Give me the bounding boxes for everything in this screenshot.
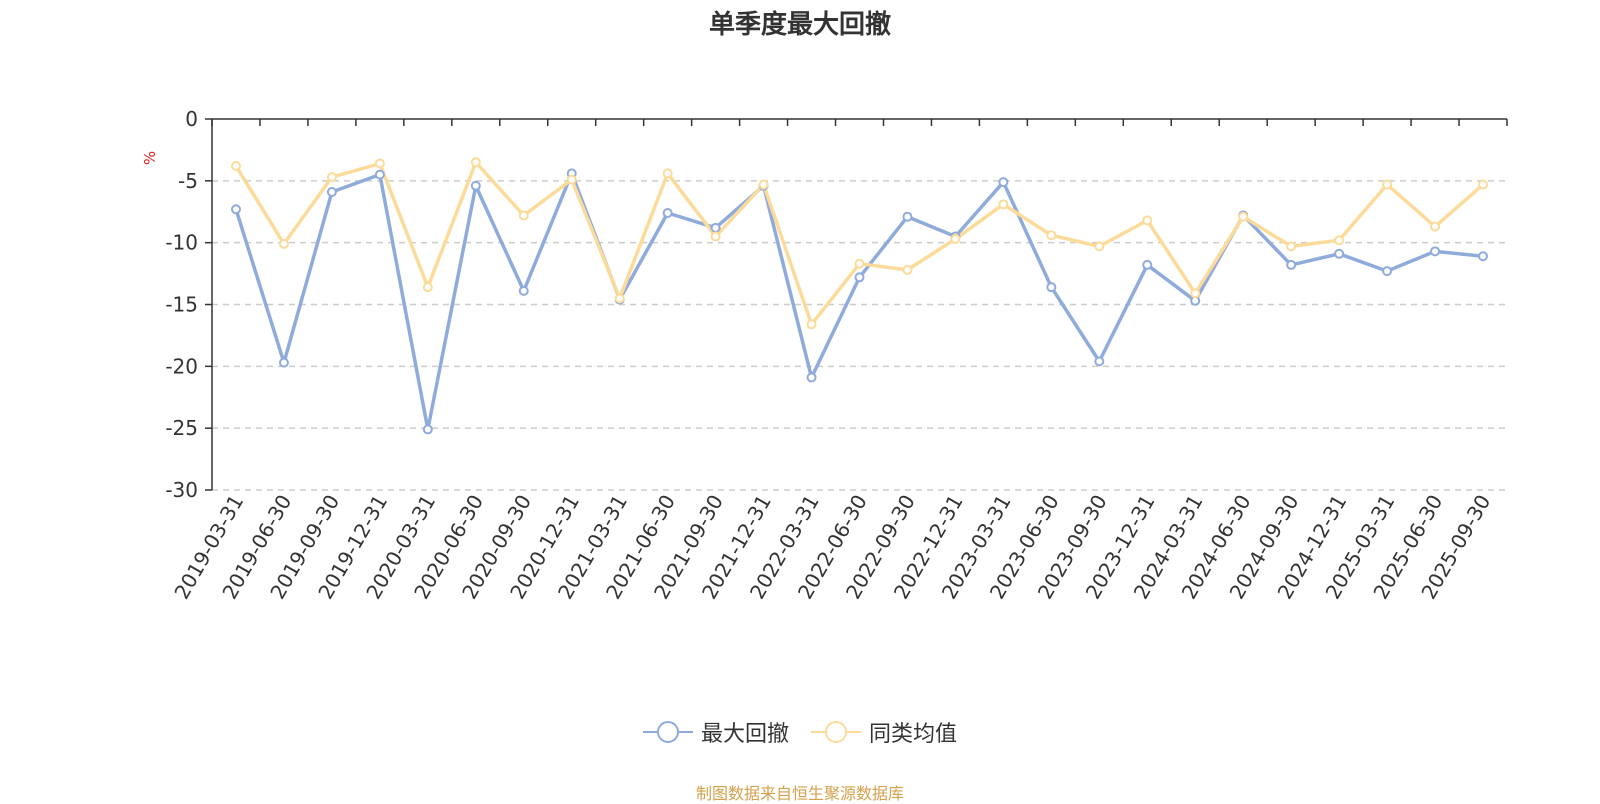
data-point xyxy=(1382,179,1393,190)
data-point xyxy=(998,199,1009,210)
data-point xyxy=(1046,282,1057,293)
data-point xyxy=(470,180,481,191)
data-point xyxy=(1190,288,1201,299)
legend-label: 最大回撤 xyxy=(700,722,789,747)
data-point xyxy=(902,211,913,222)
y-tick-label: -30 xyxy=(165,478,198,502)
data-point xyxy=(278,357,289,368)
data-point xyxy=(1334,248,1345,259)
data-point xyxy=(758,179,769,190)
data-point xyxy=(902,264,913,275)
data-point xyxy=(1142,259,1153,270)
legend: 最大回撤 同类均值 xyxy=(0,716,1600,748)
data-point xyxy=(1046,230,1057,241)
y-tick-label: -15 xyxy=(165,293,198,317)
legend-marker-icon xyxy=(642,721,693,743)
y-tick-label: -5 xyxy=(178,169,198,193)
data-point xyxy=(518,285,529,296)
series-line xyxy=(234,171,1484,432)
data-point xyxy=(806,372,817,383)
data-point xyxy=(662,168,673,179)
data-point xyxy=(854,272,865,283)
y-tick-label: -20 xyxy=(165,354,198,378)
legend-circle xyxy=(656,721,679,743)
data-point xyxy=(1430,246,1441,257)
data-point xyxy=(806,319,817,330)
data-point xyxy=(1334,235,1345,246)
y-tick-label: -25 xyxy=(165,416,198,440)
legend-item[interactable]: 同类均值 xyxy=(811,716,957,748)
data-point xyxy=(1094,241,1105,252)
data-point xyxy=(230,204,241,215)
data-point xyxy=(1478,179,1489,190)
data-point xyxy=(374,158,385,169)
y-tick-label: 0 xyxy=(185,107,198,131)
y-axis-label: % xyxy=(141,151,159,165)
data-point xyxy=(854,258,865,269)
data-point xyxy=(1286,259,1297,270)
data-point xyxy=(1094,356,1105,367)
chart-title: 单季度最大回撤 xyxy=(708,10,891,40)
data-point xyxy=(1478,251,1489,262)
data-point xyxy=(374,169,385,180)
source-note: 制图数据来自恒生聚源数据库 xyxy=(695,784,904,803)
data-point xyxy=(1286,241,1297,252)
legend-marker-icon xyxy=(811,721,861,743)
data-point xyxy=(422,282,433,293)
legend-label: 同类均值 xyxy=(869,722,958,747)
data-point xyxy=(710,231,721,242)
data-point xyxy=(1142,215,1153,226)
data-point xyxy=(1430,221,1441,232)
data-point xyxy=(1382,266,1393,277)
data-point xyxy=(566,174,577,185)
data-point xyxy=(230,160,241,171)
data-point xyxy=(998,177,1009,188)
data-point xyxy=(950,233,961,244)
legend-item[interactable]: 最大回撤 xyxy=(642,716,789,748)
data-point xyxy=(518,210,529,221)
data-point xyxy=(278,238,289,249)
data-point xyxy=(662,207,673,218)
data-point xyxy=(326,172,337,183)
data-point xyxy=(710,222,721,233)
data-point xyxy=(422,424,433,435)
data-point xyxy=(326,186,337,197)
data-point xyxy=(614,293,625,304)
y-tick-label: -10 xyxy=(165,231,198,255)
legend-circle xyxy=(825,721,847,743)
data-point xyxy=(1238,211,1249,222)
data-point xyxy=(470,157,481,168)
